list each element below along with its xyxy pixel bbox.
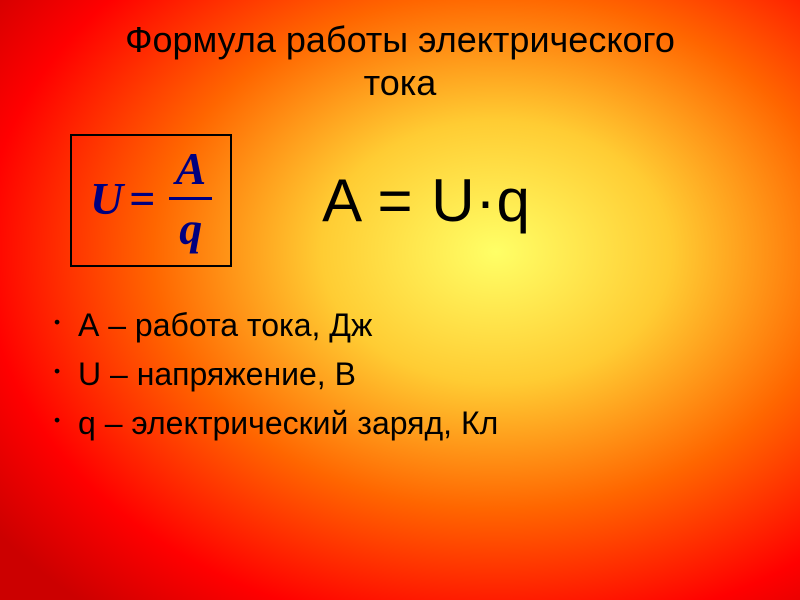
definition-text: q – электрический заряд, Кл — [78, 405, 498, 441]
definition-item: А – работа тока, Дж — [50, 307, 800, 344]
slide-content: Формула работы электрического тока U = A… — [0, 0, 800, 600]
eq1-denominator: q — [173, 202, 208, 255]
definition-item: q – электрический заряд, Кл — [50, 405, 800, 442]
eq1-lhs: U — [90, 172, 123, 225]
title-line-2: тока — [364, 62, 437, 103]
work-formula: A = U·q — [322, 166, 531, 235]
eq1-numerator: A — [169, 142, 212, 195]
definitions-list: А – работа тока, Дж U – напряжение, В q … — [0, 307, 800, 442]
voltage-formula-box: U = A q — [70, 134, 232, 267]
title-line-1: Формула работы электрического — [125, 19, 675, 60]
voltage-formula: U = A q — [90, 142, 212, 255]
definition-item: U – напряжение, В — [50, 356, 800, 393]
definition-text: U – напряжение, В — [78, 356, 356, 392]
definition-text: А – работа тока, Дж — [78, 307, 372, 343]
eq1-fraction: A q — [169, 142, 212, 255]
physics-slide: Формула работы электрического тока U = A… — [0, 0, 800, 600]
formula-row: U = A q A = U·q — [0, 134, 800, 267]
eq1-equals: = — [129, 172, 155, 225]
slide-title: Формула работы электрического тока — [0, 0, 800, 104]
eq1-fraction-bar — [169, 197, 212, 200]
